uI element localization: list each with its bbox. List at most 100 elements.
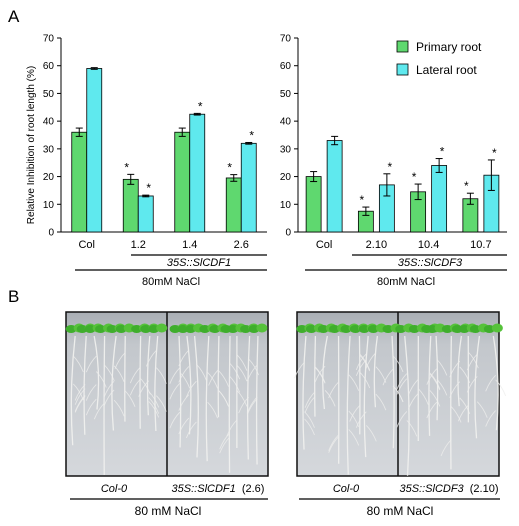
y-tick-label: 50 xyxy=(43,89,55,100)
lateral-root xyxy=(169,367,181,384)
lateral-root xyxy=(348,374,360,391)
lateral-root xyxy=(449,360,461,378)
lateral-root xyxy=(85,398,97,416)
y-tick-label: 70 xyxy=(43,34,55,45)
lateral-root xyxy=(129,378,141,396)
y-axis-label: Relative Inhibition of root length (%) xyxy=(26,66,37,224)
root xyxy=(93,335,100,410)
y-tick-label: 10 xyxy=(43,200,55,211)
lateral-root xyxy=(236,354,248,371)
legend: Primary root Lateral root xyxy=(396,40,482,77)
lateral-root xyxy=(396,411,408,428)
y-tick-label: 60 xyxy=(43,61,55,72)
significance-star: * xyxy=(388,160,393,174)
lateral-root xyxy=(466,353,478,371)
lateral-root xyxy=(114,352,126,370)
root xyxy=(363,335,369,458)
lateral-root xyxy=(328,434,339,451)
x-tick-label: Col xyxy=(316,239,333,251)
leaf xyxy=(156,323,168,333)
lateral-root xyxy=(156,367,167,384)
bar-lateral xyxy=(431,165,448,233)
bar-primary xyxy=(305,176,322,233)
lateral-root xyxy=(328,436,339,453)
root xyxy=(322,335,328,410)
lateral-root xyxy=(219,432,230,450)
lateral-root xyxy=(429,373,441,391)
panel-label-b: B xyxy=(8,287,19,306)
lateral-root xyxy=(207,401,219,419)
lateral-root xyxy=(457,404,469,422)
lateral-root xyxy=(348,429,360,446)
lateral-root xyxy=(124,390,136,408)
lateral-root xyxy=(382,368,394,386)
root xyxy=(457,335,463,407)
bar-lateral xyxy=(240,142,257,233)
lateral-root xyxy=(294,361,305,379)
y-tick-label: 30 xyxy=(43,144,55,155)
root xyxy=(70,335,76,446)
lateral-root xyxy=(218,370,230,387)
lateral-root xyxy=(429,390,441,407)
lateral-root xyxy=(355,359,367,377)
y-tick-label: 0 xyxy=(48,228,54,239)
seedlings-left xyxy=(65,323,268,475)
lateral-root xyxy=(219,436,230,454)
lateral-root xyxy=(466,376,478,393)
significance-star: * xyxy=(146,181,151,195)
legend-swatch-primary xyxy=(396,40,409,53)
lateral-root xyxy=(185,380,197,398)
photo-right-trans-name: 35S::SlCDF3 xyxy=(399,483,464,495)
x-tick-label: 10.4 xyxy=(418,239,439,251)
legend-swatch-lateral xyxy=(396,63,409,76)
lateral-root xyxy=(156,395,167,412)
lateral-root xyxy=(148,391,160,408)
leaf xyxy=(491,323,503,333)
lateral-root xyxy=(314,367,326,384)
lateral-root xyxy=(229,376,241,393)
lateral-root xyxy=(485,410,496,427)
lateral-root xyxy=(178,417,190,435)
x-tick-label: 10.7 xyxy=(470,239,491,251)
lateral-root xyxy=(238,396,249,414)
lateral-root xyxy=(355,353,367,371)
lateral-root xyxy=(449,381,461,398)
y-tick-label: 60 xyxy=(280,61,292,72)
root xyxy=(186,335,192,435)
legend-label-primary: Primary root xyxy=(416,40,482,54)
y-tick-label: 0 xyxy=(285,228,291,239)
y-tick-label: 10 xyxy=(280,200,292,211)
root xyxy=(435,335,439,421)
photo-left-col-label: Col-0 xyxy=(101,483,128,495)
lateral-root xyxy=(246,364,258,382)
chart-salt-cdf3: 0 10 20 30 40 50 60 70 Col * * 2.10 * * 10.4 * * 10.7 xyxy=(280,34,507,251)
lateral-root xyxy=(103,380,115,398)
photo-left-treatment: 80 mM NaCl xyxy=(135,504,202,518)
lateral-root xyxy=(74,396,86,413)
photo-right-trans-label: 35S::SlCDF3 (2.10) xyxy=(399,483,498,495)
significance-star: * xyxy=(464,179,469,193)
lateral-root xyxy=(406,420,418,437)
panel-label-a: A xyxy=(8,7,20,26)
y-tick-label: 30 xyxy=(280,144,292,155)
lateral-root xyxy=(468,351,479,369)
y-tick-label: 20 xyxy=(280,172,292,183)
lateral-root xyxy=(145,350,157,367)
lateral-root xyxy=(348,410,360,428)
lateral-root xyxy=(185,421,197,439)
photo-left-line: (2.6) xyxy=(242,483,265,495)
lateral-root xyxy=(236,390,248,407)
significance-star: * xyxy=(198,99,203,113)
lateral-root xyxy=(459,397,471,415)
lateral-root xyxy=(417,388,429,405)
significance-star: * xyxy=(124,160,129,174)
root xyxy=(178,335,182,448)
photo-plate-left xyxy=(65,311,269,477)
root xyxy=(373,335,379,408)
root xyxy=(474,335,481,439)
lateral-root xyxy=(407,393,419,410)
lateral-root xyxy=(73,355,84,373)
lateral-root xyxy=(113,399,125,417)
lateral-root xyxy=(226,419,238,437)
bar-primary xyxy=(174,131,191,233)
